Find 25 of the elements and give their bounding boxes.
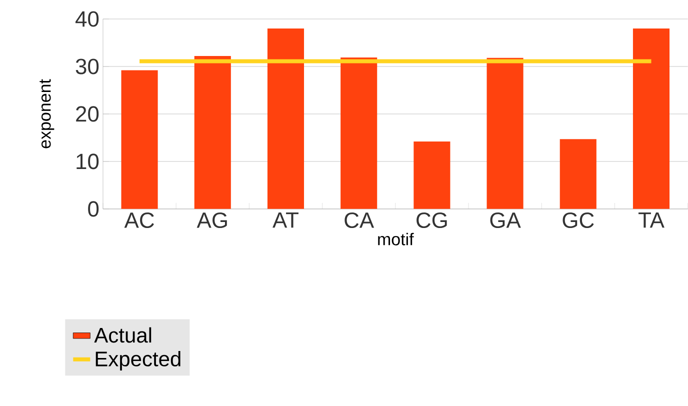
legend-label: Actual [94,327,152,343]
y-tick-label: 10 [76,154,99,170]
bar [632,28,670,209]
x-tick-label: GA [490,212,521,228]
x-tick-label: GC [562,212,594,228]
bar [414,142,450,209]
bar [560,139,596,209]
x-tick-label: AC [124,212,154,228]
x-tick-label: AG [196,212,227,228]
y-tick-label: 0 [88,201,99,217]
y-tick-label: 40 [75,11,99,27]
legend-label: Expected [96,351,180,371]
bar [267,28,304,209]
x-tick-label: AT [272,212,298,228]
bar [486,58,524,209]
bar [121,70,158,209]
x-axis-title: motif [378,232,414,246]
y-axis-title: exponent [40,79,54,148]
bar [194,56,231,209]
x-tick-label: CG [416,212,447,228]
x-tick-label: TA [638,212,664,228]
y-tick-label: 20 [76,106,99,122]
y-tick-label: 30 [76,58,99,74]
bar [340,58,378,209]
x-tick-label: CA [344,212,374,228]
